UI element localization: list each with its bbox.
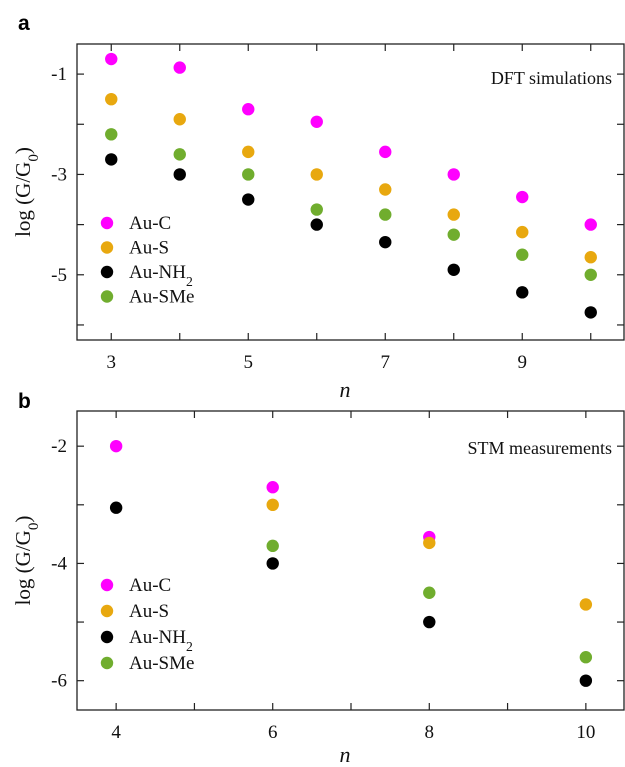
data-point <box>379 183 392 196</box>
x-tick-label: 7 <box>381 352 391 373</box>
y-tick-label: -4 <box>51 553 67 574</box>
data-point <box>310 115 323 128</box>
x-tick-label: 10 <box>576 722 595 743</box>
data-point <box>109 501 123 514</box>
legend-marker <box>100 604 114 618</box>
data-point <box>579 674 593 687</box>
data-point <box>584 306 597 319</box>
x-tick-label: 8 <box>425 722 435 743</box>
y-tick-label: -2 <box>51 436 67 457</box>
panel-b: b 4 6 8 10 -2 -4 -6 n log (G/G0) STM measurements A… <box>11 390 625 767</box>
data-point <box>173 113 186 126</box>
y-tick-label: -3 <box>51 164 67 185</box>
y-tick-label: -1 <box>51 64 67 85</box>
x-tick-label: 3 <box>107 352 117 373</box>
legend-label: Au-NH2 <box>129 627 193 654</box>
series-au-s <box>266 498 593 611</box>
y-axis-label: log (G/G0) <box>11 516 42 606</box>
x-axis-label: n <box>340 742 351 767</box>
data-point <box>379 145 392 159</box>
data-point <box>447 208 460 221</box>
series-au-c <box>105 52 597 231</box>
legend-label: Au-SMe <box>129 287 194 308</box>
x-tick-label: 6 <box>268 722 278 743</box>
legend-marker <box>100 630 114 644</box>
data-point <box>242 193 255 206</box>
panel-a: a 3 5 7 9 -1 -3 -5 n log (G/G0) DFT simulations Au-… <box>11 12 625 402</box>
data-point <box>447 168 460 181</box>
data-point <box>379 235 392 249</box>
data-point <box>173 148 186 161</box>
y-tick-label: -5 <box>51 265 67 286</box>
data-point <box>516 248 529 261</box>
x-axis-label: n <box>340 377 351 402</box>
legend-label: Au-S <box>129 238 169 259</box>
legend-label: Au-S <box>129 601 169 622</box>
data-point <box>310 168 323 181</box>
series-au-sme <box>266 539 593 664</box>
data-point <box>516 286 529 299</box>
data-point <box>242 103 255 116</box>
data-point <box>447 228 460 241</box>
panel-label: a <box>18 12 30 35</box>
series-au-sme <box>105 128 597 281</box>
data-point <box>423 615 436 629</box>
data-point <box>266 557 279 570</box>
legend-label: Au-C <box>129 575 171 596</box>
data-point <box>584 251 597 264</box>
series-au-nh2 <box>109 501 593 687</box>
data-point <box>109 439 123 453</box>
panel-label: b <box>18 390 31 413</box>
data-point <box>447 263 460 276</box>
data-point <box>310 218 323 231</box>
data-point <box>105 92 118 106</box>
data-point <box>105 128 118 141</box>
legend-marker <box>100 290 114 303</box>
panel-title: STM measurements <box>468 438 612 458</box>
legend-label: Au-C <box>129 213 171 234</box>
series-au-c <box>109 439 436 544</box>
data-point <box>266 481 279 494</box>
data-point <box>173 61 186 74</box>
data-point <box>516 190 529 204</box>
data-point <box>105 52 118 66</box>
data-point <box>310 203 323 216</box>
data-point <box>423 536 436 550</box>
data-point <box>516 225 529 239</box>
data-point <box>423 586 436 599</box>
data-point <box>266 539 279 553</box>
data-point <box>579 651 593 664</box>
y-tick-label: -6 <box>51 671 67 692</box>
data-point <box>173 168 186 181</box>
legend-marker <box>100 578 114 592</box>
legend-marker <box>100 241 114 254</box>
legend-marker <box>100 265 114 279</box>
legend-marker <box>100 216 114 230</box>
data-point <box>584 268 597 281</box>
data-point <box>105 153 118 166</box>
legend-label: Au-NH2 <box>129 262 193 289</box>
legend-marker <box>100 656 114 670</box>
data-point <box>242 168 255 181</box>
x-tick-label: 5 <box>244 352 254 373</box>
x-tick-label: 4 <box>111 722 121 743</box>
legend-label: Au-SMe <box>129 653 194 674</box>
series-au-nh2 <box>105 153 597 319</box>
x-tick-label: 9 <box>518 352 528 373</box>
data-point <box>266 498 279 512</box>
y-axis-label: log (G/G0) <box>11 147 42 237</box>
series-au-s <box>105 92 597 264</box>
plot-frame <box>76 43 625 341</box>
data-point <box>584 218 597 231</box>
panel-title: DFT simulations <box>491 68 612 88</box>
data-point <box>242 145 255 159</box>
data-point <box>379 208 392 221</box>
data-point <box>579 598 593 611</box>
